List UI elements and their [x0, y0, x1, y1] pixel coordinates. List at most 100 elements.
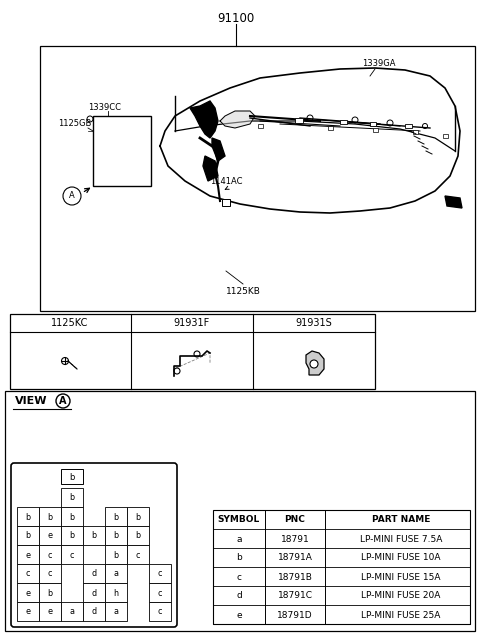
Text: 18791A: 18791A	[277, 553, 312, 562]
Bar	[39, 602, 61, 621]
Bar	[61, 469, 83, 484]
Text: c: c	[136, 551, 140, 560]
Text: b: b	[91, 532, 96, 541]
Text: c: c	[158, 569, 162, 579]
Text: 1125KC: 1125KC	[51, 318, 89, 328]
Bar	[39, 507, 61, 526]
Text: d: d	[91, 607, 96, 616]
Bar	[61, 488, 83, 507]
Text: b: b	[135, 513, 141, 522]
Bar	[105, 564, 127, 583]
Text: h: h	[113, 588, 119, 597]
Bar	[61, 545, 83, 564]
Text: b: b	[113, 513, 119, 522]
Text: b: b	[113, 551, 119, 560]
Text: LP-MINI FUSE 20A: LP-MINI FUSE 20A	[361, 591, 441, 600]
Polygon shape	[220, 111, 255, 128]
Bar	[149, 602, 171, 621]
Text: SYMBOL: SYMBOL	[218, 515, 260, 523]
Bar	[258, 124, 263, 128]
Bar	[61, 526, 83, 545]
Text: 18791B: 18791B	[277, 572, 312, 581]
Bar	[105, 526, 127, 545]
Bar	[39, 526, 61, 545]
Bar	[39, 545, 61, 564]
Text: VIEW: VIEW	[15, 396, 48, 406]
Text: b: b	[135, 532, 141, 541]
Text: c: c	[48, 551, 52, 560]
Bar	[17, 583, 39, 602]
Text: A: A	[69, 191, 75, 200]
Text: e: e	[48, 607, 52, 616]
Text: 1339GA: 1339GA	[362, 60, 396, 69]
Bar	[105, 583, 127, 602]
Polygon shape	[445, 196, 462, 208]
Text: a: a	[236, 534, 242, 544]
Bar	[17, 602, 39, 621]
Bar	[61, 507, 83, 526]
Text: c: c	[70, 551, 74, 560]
Bar	[17, 564, 39, 583]
Circle shape	[310, 360, 318, 368]
Text: e: e	[48, 532, 52, 541]
Text: a: a	[113, 607, 119, 616]
Text: e: e	[25, 551, 31, 560]
Text: 1125KB: 1125KB	[226, 286, 261, 296]
Bar	[328, 126, 333, 130]
Bar	[127, 526, 149, 545]
Text: 18791D: 18791D	[277, 611, 313, 619]
Text: b: b	[25, 532, 31, 541]
Bar	[127, 545, 149, 564]
Text: e: e	[25, 588, 31, 597]
Bar	[105, 602, 127, 621]
Text: b: b	[70, 494, 74, 502]
Text: A: A	[59, 396, 67, 406]
Text: PART NAME: PART NAME	[372, 515, 430, 523]
Bar	[5, 391, 475, 631]
Text: c: c	[237, 572, 241, 581]
Polygon shape	[306, 351, 324, 375]
Text: e: e	[25, 607, 31, 616]
Text: LP-MINI FUSE 15A: LP-MINI FUSE 15A	[361, 572, 441, 581]
Text: b: b	[69, 473, 75, 481]
Bar	[370, 122, 376, 126]
Bar	[149, 583, 171, 602]
Polygon shape	[190, 101, 218, 138]
Text: 1141AC: 1141AC	[210, 177, 242, 186]
Text: b: b	[113, 532, 119, 541]
Text: c: c	[158, 588, 162, 597]
Bar	[373, 128, 378, 132]
Bar	[222, 199, 230, 206]
Polygon shape	[212, 138, 225, 161]
Bar	[83, 564, 105, 583]
Bar	[149, 564, 171, 583]
Text: b: b	[236, 553, 242, 562]
Text: 18791: 18791	[281, 534, 310, 544]
Bar	[83, 526, 105, 545]
Bar	[17, 526, 39, 545]
Text: d: d	[91, 569, 96, 579]
Bar	[340, 120, 347, 124]
Bar	[443, 134, 448, 138]
Text: d: d	[236, 591, 242, 600]
Bar	[17, 507, 39, 526]
Text: b: b	[48, 513, 53, 522]
Text: b: b	[25, 513, 31, 522]
Text: 91100: 91100	[217, 11, 254, 25]
Text: 91931F: 91931F	[174, 318, 210, 328]
Bar	[213, 510, 470, 624]
Text: b: b	[70, 513, 74, 522]
Text: LP-MINI FUSE 25A: LP-MINI FUSE 25A	[361, 611, 441, 619]
Bar	[39, 564, 61, 583]
Text: d: d	[91, 588, 96, 597]
Text: b: b	[70, 532, 74, 541]
Bar	[10, 314, 375, 389]
Polygon shape	[203, 156, 218, 181]
Text: b: b	[48, 588, 53, 597]
Bar	[295, 118, 303, 123]
Text: 18791C: 18791C	[277, 591, 312, 600]
Text: LP-MINI FUSE 7.5A: LP-MINI FUSE 7.5A	[360, 534, 442, 544]
Text: 91931S: 91931S	[296, 318, 332, 328]
Bar	[105, 507, 127, 526]
Bar	[61, 602, 83, 621]
